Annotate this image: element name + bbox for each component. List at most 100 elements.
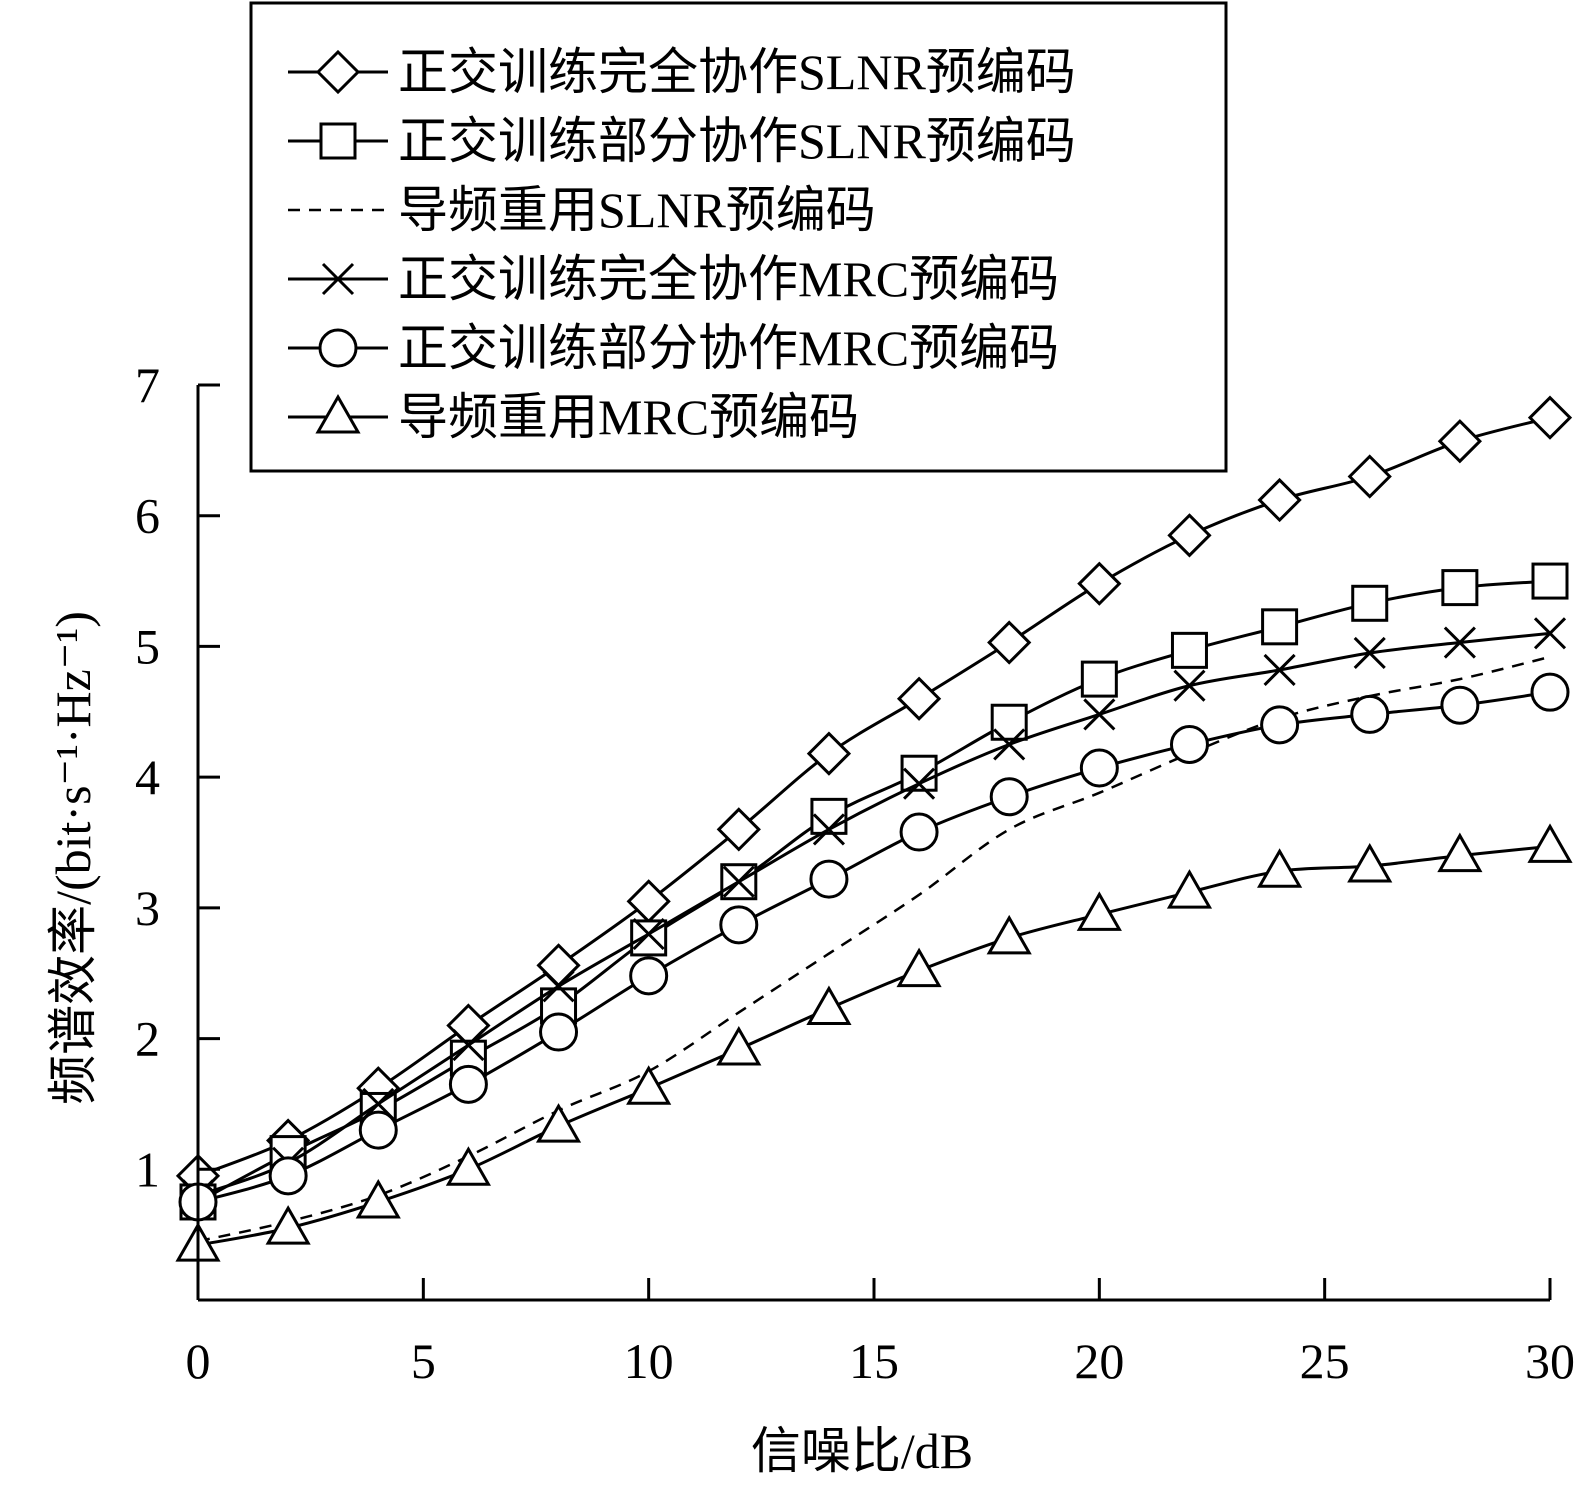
- series-3: [197, 655, 1551, 1243]
- series-1-point-9: [896, 676, 942, 721]
- series-5-point-5: [539, 1012, 579, 1052]
- x-tick-label-25: 25: [1300, 1333, 1350, 1389]
- series-4-point-10: [993, 728, 1026, 761]
- series-1-line: [197, 416, 1551, 1178]
- x-tick-label-0: 0: [186, 1333, 211, 1389]
- series-4-point-13: [1263, 653, 1296, 687]
- series-4-point-5: [542, 970, 575, 1003]
- legend-marker-4: [321, 262, 355, 296]
- series-6-line: [197, 844, 1551, 1247]
- series-2-point-14: [1351, 584, 1389, 622]
- legend-marker-6: [315, 393, 361, 434]
- series-5-point-10: [989, 777, 1029, 817]
- y-axis-label: 频谱效率/(bit·s⁻¹·Hz⁻¹): [45, 611, 101, 1105]
- series-5-point-13: [1260, 705, 1300, 745]
- series-1-point-11: [1077, 561, 1122, 606]
- y-tick-label-2: 2: [135, 1011, 160, 1067]
- series-4-point-15: [1443, 626, 1476, 659]
- series-6-point-3: [355, 1178, 401, 1219]
- series-1-point-8: [806, 731, 852, 776]
- legend-entry-1: 正交训练完全协作SLNR预编码: [288, 44, 1076, 100]
- legend-label-1: 正交训练完全协作SLNR预编码: [398, 44, 1076, 100]
- series-5-point-3: [358, 1110, 398, 1150]
- series-1-point-7: [716, 807, 761, 852]
- series-6-point-8: [806, 985, 852, 1026]
- series-6-point-10: [986, 914, 1032, 955]
- series-5-point-11: [1079, 748, 1119, 788]
- legend-marker-1: [315, 49, 361, 95]
- y-tick-label-5: 5: [135, 618, 160, 674]
- series-3-line: [197, 655, 1551, 1243]
- series-2-point-13: [1261, 608, 1299, 646]
- series-4-point-9: [903, 767, 936, 800]
- series-2-point-11: [1080, 660, 1118, 698]
- y-tick-label-7: 7: [135, 357, 160, 413]
- series-4-point-8: [812, 813, 845, 846]
- legend-label-3: 导频重用SLNR预编码: [398, 182, 876, 238]
- series-1-point-13: [1257, 477, 1302, 523]
- series-layer: [175, 395, 1573, 1262]
- y-tick-label-4: 4: [135, 749, 160, 805]
- x-axis-label: 信噪比/dB: [751, 1423, 973, 1479]
- series-6-point-2: [265, 1205, 311, 1245]
- legend-entry-3: 导频重用SLNR预编码: [288, 182, 876, 238]
- series-6-point-13: [1257, 848, 1303, 888]
- series-6: [175, 823, 1573, 1262]
- legend-label-4: 正交训练完全协作MRC预编码: [398, 251, 1059, 307]
- series-5-point-14: [1350, 694, 1390, 734]
- series-4-line: [197, 631, 1551, 1197]
- series-4-point-11: [1083, 698, 1116, 731]
- axes-layer: 0 5 10 15 20 25 30 1 2 3 4 5 6 7: [135, 357, 1575, 1389]
- series-4-point-12: [1173, 669, 1206, 702]
- series-4-point-16: [1533, 617, 1567, 650]
- series-1-point-14: [1347, 454, 1392, 499]
- series-6-point-4: [445, 1146, 491, 1186]
- x-tick-label-20: 20: [1074, 1333, 1124, 1389]
- legend-entries: 正交训练完全协作SLNR预编码正交训练部分协作SLNR预编码导频重用SLNR预编…: [288, 44, 1076, 445]
- series-5-point-6: [629, 956, 669, 996]
- series-6-point-9: [896, 947, 942, 988]
- legend-label-5: 正交训练部分协作MRC预编码: [398, 320, 1059, 376]
- series-1-point-15: [1437, 419, 1482, 464]
- x-tick-label-15: 15: [849, 1333, 899, 1389]
- legend-marker-2: [319, 122, 357, 160]
- series-5-point-16: [1530, 672, 1570, 712]
- series-5-point-7: [719, 905, 759, 945]
- series-5-point-15: [1440, 685, 1480, 725]
- y-tick-label-1: 1: [135, 1141, 160, 1197]
- legend-box: [249, 1, 1228, 473]
- legend-entry-6: 导频重用MRC预编码: [288, 389, 859, 445]
- series-4-point-14: [1353, 636, 1386, 670]
- series-6-point-6: [626, 1065, 672, 1105]
- legend-marker-5: [318, 328, 358, 368]
- series-2-point-15: [1441, 569, 1479, 607]
- series-2-point-12: [1170, 631, 1208, 669]
- series-6-point-16: [1527, 823, 1573, 863]
- series-2-point-16: [1531, 562, 1569, 600]
- series-6-point-15: [1437, 832, 1483, 873]
- legend-entry-2: 正交训练部分协作SLNR预编码: [288, 113, 1076, 169]
- series-4-point-4: [452, 1029, 485, 1062]
- series-6-point-5: [535, 1103, 582, 1143]
- legend-label-2: 正交训练部分协作SLNR预编码: [398, 113, 1076, 169]
- series-1-point-16: [1527, 395, 1573, 440]
- series-5-point-2: [268, 1156, 308, 1196]
- series-2-line: [197, 579, 1551, 1204]
- y-tick-label-6: 6: [135, 488, 160, 544]
- series-5-point-8: [809, 859, 849, 899]
- series-6-point-12: [1166, 869, 1213, 909]
- series-6-point-14: [1347, 843, 1393, 883]
- series-6-point-7: [716, 1026, 762, 1066]
- legend-label-6: 导频重用MRC预编码: [398, 389, 859, 445]
- y-tick-label-3: 3: [135, 880, 160, 936]
- series-5-point-12: [1169, 724, 1209, 764]
- series-5-line: [197, 690, 1551, 1204]
- x-tick-label-5: 5: [411, 1333, 436, 1389]
- x-tick-label-30: 30: [1525, 1333, 1575, 1389]
- series-4-point-7: [722, 865, 755, 898]
- x-tick-label-10: 10: [624, 1333, 674, 1389]
- series-5: [178, 672, 1570, 1222]
- series-1-point-10: [987, 620, 1032, 665]
- series-4-point-6: [632, 917, 665, 951]
